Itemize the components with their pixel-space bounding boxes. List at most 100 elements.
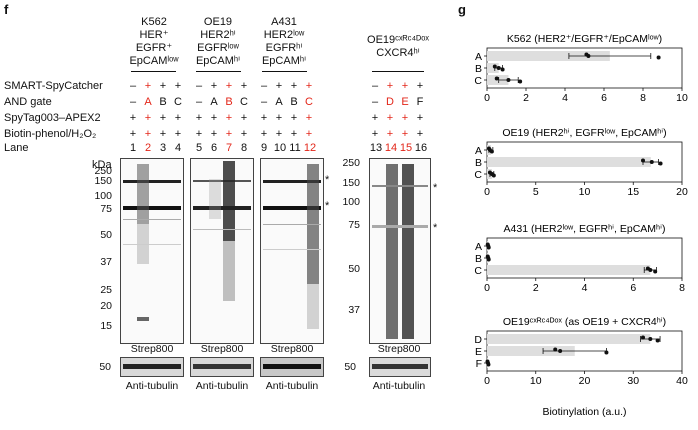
band-star-3: *: [433, 182, 438, 194]
spytag-cell: +: [159, 112, 167, 124]
spytag-cell: +: [129, 112, 137, 124]
x-tick-label: 40: [676, 375, 688, 387]
and-gate-cell: –: [129, 96, 137, 108]
group-header-line: EpCAMʰⁱ: [195, 55, 241, 67]
spytag-cell: +: [305, 112, 313, 124]
category-label: A: [475, 241, 482, 253]
blot-a431: [260, 158, 324, 344]
strep-label-1: Strep800: [130, 343, 174, 355]
data-point: [656, 55, 661, 60]
mw-marker-left: 150: [94, 175, 112, 187]
spytag-cell: +: [386, 112, 394, 124]
tubulin-label-2: Anti-tubulin: [195, 380, 249, 392]
mw-marker-left: 250: [94, 165, 112, 177]
spytag-cell: +: [195, 112, 203, 124]
data-point: [648, 268, 653, 272]
lane-number: 1: [129, 142, 137, 154]
x-tick-label: 4: [582, 282, 588, 294]
group-divider-2: [196, 71, 241, 72]
blot-k562: [120, 158, 184, 344]
smart-cell: +: [174, 80, 182, 92]
bar: [487, 265, 651, 275]
biotin-cell: +: [210, 128, 218, 140]
mw-marker-right: 75: [348, 219, 360, 231]
group-divider-1: [131, 71, 176, 72]
and-gate-cell: B: [159, 96, 167, 108]
tubulin-label-1: Anti-tubulin: [125, 380, 179, 392]
chart-title: A431 (HER2ˡᵒʷ, EGFRʰⁱ, EpCAMʰⁱ): [504, 223, 666, 235]
x-tick-label: 2: [533, 282, 539, 294]
row-label-spytag: SpyTag003–APEX2: [4, 112, 101, 124]
x-tick-label: 0: [484, 186, 490, 198]
x-tick-label: 4: [562, 92, 568, 104]
tubulin-blot-4: [369, 357, 431, 377]
data-point: [641, 335, 645, 340]
and-gate-cell: –: [260, 96, 268, 108]
category-label: A: [475, 145, 482, 157]
mw-marker-left: 25: [100, 284, 112, 296]
biotin-cell: +: [225, 128, 233, 140]
x-tick-label: 30: [627, 375, 639, 387]
x-tick-label: 20: [579, 375, 591, 387]
mw-marker-left: 75: [100, 203, 112, 215]
row-label-smart: SMART-SpyCatcher: [4, 80, 103, 92]
data-point: [492, 64, 497, 69]
tubulin-label-3: Anti-tubulin: [265, 380, 319, 392]
lane-number: 7: [225, 142, 233, 154]
tubulin-marker-right: 50: [344, 361, 356, 373]
data-point: [604, 350, 609, 355]
and-gate-cell: B: [290, 96, 298, 108]
mw-marker-right: 50: [348, 263, 360, 275]
data-point: [648, 337, 653, 341]
bar: [487, 63, 499, 73]
x-tick-label: 10: [530, 375, 542, 387]
and-gate-cell: A: [275, 96, 283, 108]
group-header-line: HER2ʰⁱ: [200, 29, 236, 41]
chart-title: K562 (HER2⁺/EGFR⁺/EpCAMˡᵒʷ): [507, 33, 662, 45]
lane-number: 16: [414, 142, 428, 154]
spytag-cell: +: [240, 112, 248, 124]
smart-cell: +: [210, 80, 218, 92]
and-gate-cell: C: [305, 96, 313, 108]
spytag-cell: +: [371, 112, 379, 124]
data-point: [500, 67, 505, 72]
data-point: [489, 149, 494, 154]
biotin-cell: +: [144, 128, 152, 140]
data-point: [506, 78, 511, 82]
spytag-cell: +: [174, 112, 182, 124]
smart-cell: +: [305, 80, 313, 92]
spytag-cell: +: [416, 112, 424, 124]
biotin-cell: +: [386, 128, 394, 140]
group-header-line: EpCAMˡᵒʷ: [129, 55, 179, 67]
smart-cell: +: [240, 80, 248, 92]
x-tick-label: 0: [484, 375, 490, 387]
lane-number: 4: [174, 142, 182, 154]
category-label: B: [475, 253, 482, 265]
group-header-line: HER⁺: [139, 29, 169, 41]
and-gate-cell: A: [210, 96, 218, 108]
data-point: [518, 79, 523, 84]
biotin-cell: +: [401, 128, 409, 140]
smart-cell: –: [371, 80, 379, 92]
group-header-line: EpCAMʰⁱ: [261, 55, 307, 67]
biotin-cell: +: [260, 128, 268, 140]
category-label: C: [474, 265, 482, 277]
lane-number: 3: [159, 142, 167, 154]
smart-cell: +: [159, 80, 167, 92]
smart-cell: +: [401, 80, 409, 92]
panel-f-letter: f: [4, 2, 9, 17]
x-tick-label: 20: [676, 186, 688, 198]
mw-marker-left: 20: [100, 300, 112, 312]
group-header-line: A431: [271, 16, 297, 28]
category-label: A: [475, 51, 482, 63]
row-label-biotin: Biotin-phenol/H₂O₂: [4, 128, 97, 140]
tubulin-label-4: Anti-tubulin: [372, 380, 426, 392]
spytag-cell: +: [290, 112, 298, 124]
category-label: F: [476, 358, 482, 370]
biotin-cell: +: [174, 128, 182, 140]
x-tick-label: 10: [676, 92, 688, 104]
data-point: [641, 158, 645, 163]
